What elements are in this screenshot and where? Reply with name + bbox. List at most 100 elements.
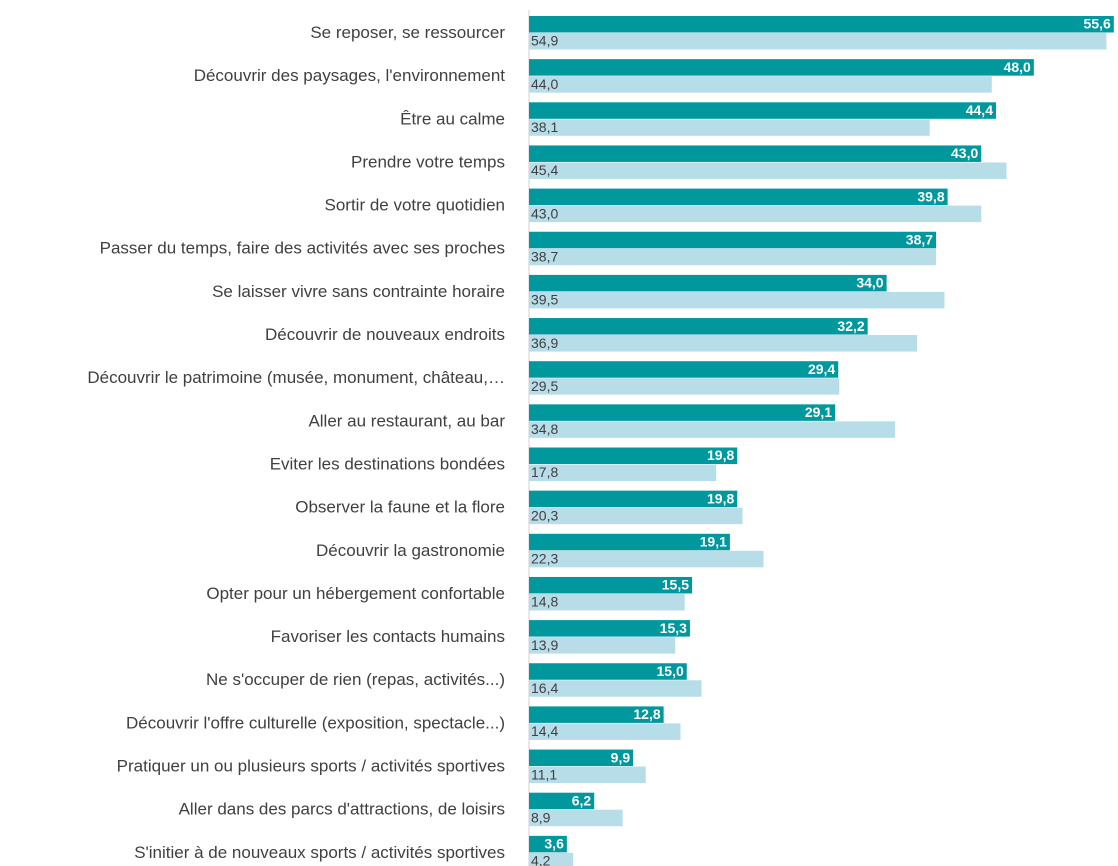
data-label: 38,7 [531, 248, 558, 264]
bar [529, 378, 840, 395]
data-label: 3,6 [544, 836, 564, 852]
category-label: Découvrir la gastronomie [316, 541, 505, 560]
category-label: S'initier à de nouveaux sports / activit… [134, 843, 505, 862]
data-label: 20,3 [531, 507, 558, 523]
bar [529, 33, 1107, 50]
bar [529, 335, 918, 352]
data-label: 38,7 [906, 231, 933, 247]
bar [529, 792, 595, 810]
data-label: 17,8 [531, 464, 558, 480]
data-label: 45,4 [531, 162, 558, 178]
bar [529, 680, 702, 697]
bar [529, 274, 887, 292]
bar [529, 749, 634, 767]
category-label: Découvrir le patrimoine (musée, monument… [87, 368, 505, 387]
category-label: Découvrir des paysages, l'environnement [194, 66, 506, 85]
bar [529, 291, 945, 309]
bar [529, 490, 738, 508]
category-label: Passer du temps, faire des activités ave… [100, 239, 505, 258]
bar [529, 852, 574, 866]
bar [529, 16, 1114, 33]
category-label: Aller au restaurant, au bar [308, 411, 505, 430]
bar [529, 162, 1007, 179]
bar [529, 809, 623, 827]
bar [529, 723, 681, 740]
data-label: 19,1 [700, 534, 727, 550]
bar [529, 533, 730, 551]
data-label: 34,8 [531, 421, 558, 437]
data-label: 14,4 [531, 723, 558, 739]
bar [529, 76, 992, 93]
data-label: 12,8 [633, 706, 660, 722]
bar [529, 318, 868, 335]
category-label: Être au calme [400, 109, 505, 128]
data-label: 14,8 [531, 594, 558, 610]
data-label: 15,5 [662, 577, 689, 593]
data-label: 48,0 [1004, 59, 1031, 75]
data-label: 19,8 [707, 490, 734, 506]
bar [529, 663, 687, 680]
bar [529, 507, 743, 525]
category-label: Eviter les destinations bondées [270, 454, 505, 473]
data-label: 9,9 [611, 749, 631, 765]
category-label: Opter pour un hébergement confortable [206, 584, 505, 603]
data-label: 55,6 [1084, 16, 1111, 32]
bar [529, 593, 685, 611]
bar [529, 576, 693, 594]
bar [529, 119, 930, 136]
data-label: 32,2 [837, 318, 864, 334]
category-label: Découvrir l'offre culturelle (exposition… [126, 713, 505, 732]
data-label: 29,4 [808, 361, 835, 377]
data-label: 54,9 [531, 33, 558, 49]
bar [529, 361, 839, 378]
bar [529, 59, 1034, 76]
bar [529, 464, 717, 481]
data-label: 22,3 [531, 551, 558, 567]
category-label: Pratiquer un ou plusieurs sports / activ… [117, 757, 505, 776]
data-label: 16,4 [531, 680, 558, 696]
bar [529, 766, 646, 784]
data-label: 44,4 [966, 102, 993, 118]
category-label: Ne s'occuper de rien (repas, activités..… [206, 670, 505, 689]
category-label: Découvrir de nouveaux endroits [265, 325, 505, 344]
data-label: 29,5 [531, 378, 558, 394]
bar [529, 550, 764, 568]
data-label: 4,2 [531, 853, 551, 866]
bar [529, 620, 690, 637]
data-label: 43,0 [951, 145, 978, 161]
bar [529, 835, 567, 853]
bar [529, 145, 982, 162]
data-label: 8,9 [531, 809, 551, 825]
bar [529, 205, 982, 223]
data-label: 15,3 [660, 620, 687, 636]
bar [529, 248, 937, 266]
data-label: 29,1 [805, 404, 832, 420]
bar [529, 231, 937, 249]
data-label: 19,8 [707, 447, 734, 463]
category-label: Favoriser les contacts humains [271, 627, 505, 646]
bar [529, 404, 836, 421]
data-label: 11,1 [531, 766, 557, 782]
data-label: 13,9 [531, 637, 558, 653]
bar [529, 102, 996, 119]
data-label: 36,9 [531, 335, 558, 351]
data-label: 38,1 [531, 119, 558, 135]
category-label: Sortir de votre quotidien [325, 196, 506, 215]
category-label: Observer la faune et la flore [295, 498, 505, 517]
data-label: 39,8 [917, 188, 944, 204]
bar [529, 706, 664, 723]
data-label: 15,0 [657, 663, 684, 679]
category-label: Se reposer, se ressourcer [310, 23, 505, 42]
data-label: 43,0 [531, 205, 558, 221]
bar [529, 188, 948, 206]
bar [529, 421, 896, 438]
category-label: Se laisser vivre sans contrainte horaire [212, 282, 505, 301]
bar [529, 637, 676, 654]
category-label: Aller dans des parcs d'attractions, de l… [179, 800, 505, 819]
category-label: Prendre votre temps [351, 152, 505, 171]
data-label: 6,2 [572, 792, 592, 808]
bar [529, 447, 738, 464]
data-label: 44,0 [531, 76, 558, 92]
data-label: 39,5 [531, 292, 558, 308]
